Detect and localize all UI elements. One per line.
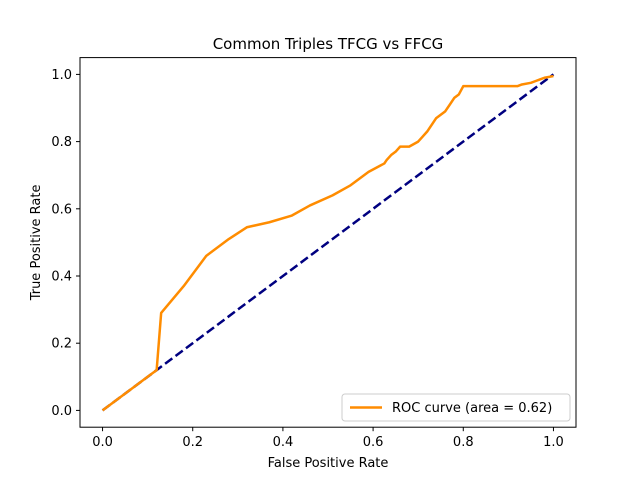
- x-tick-label: 1.0: [543, 435, 564, 450]
- roc-curve-line: [101, 74, 554, 412]
- chart-title: Common Triples TFCG vs FFCG: [213, 35, 444, 53]
- plot-frame: [79, 57, 577, 428]
- x-tick-label: 0.2: [182, 435, 203, 450]
- x-tick-label: 0.0: [92, 435, 113, 450]
- y-tick-label: 0.2: [51, 337, 72, 352]
- y-tick-label: 0.4: [51, 270, 72, 285]
- y-tick-label: 0.0: [51, 404, 72, 419]
- plot-series-group: [101, 73, 555, 412]
- legend-box: [341, 393, 571, 422]
- x-tick-label: 0.6: [363, 435, 384, 450]
- chance-diagonal-line: [101, 73, 555, 412]
- y-axis-label: True Positive Rate: [29, 184, 44, 301]
- x-tick-label: 0.8: [453, 435, 474, 450]
- legend-label-roc: ROC curve (area = 0.62): [392, 401, 552, 416]
- y-tick-label: 0.8: [51, 135, 72, 150]
- x-axis-label: False Positive Rate: [268, 456, 389, 471]
- x-tick-label: 0.4: [273, 435, 294, 450]
- x-axis: 0.0 0.2 0.4 0.6 0.8 1.0: [92, 427, 564, 450]
- y-tick-label: 0.6: [51, 202, 72, 217]
- y-tick-label: 1.0: [51, 68, 72, 83]
- legend: ROC curve (area = 0.62): [341, 393, 571, 422]
- y-axis: 0.0 0.2 0.4 0.6 0.8 1.0: [51, 68, 80, 419]
